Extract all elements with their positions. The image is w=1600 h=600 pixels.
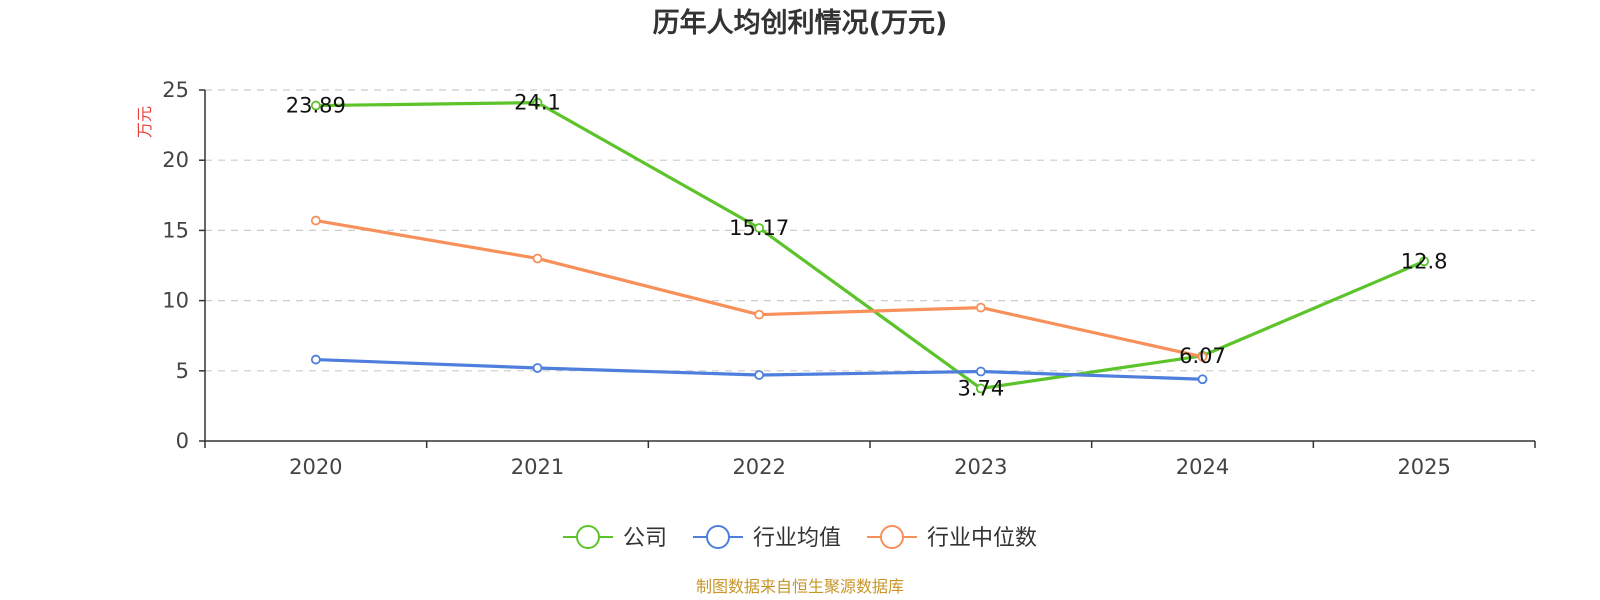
data-point <box>754 309 765 320</box>
data-point <box>1197 351 1208 362</box>
data-point <box>310 100 321 111</box>
legend-item-1[interactable]: 行业均值 <box>693 525 841 551</box>
data-point <box>754 370 765 380</box>
y-tick-label: 0 <box>176 429 189 453</box>
x-tick-label: 2020 <box>289 455 342 479</box>
legend-marker <box>706 525 730 549</box>
data-point <box>532 363 543 373</box>
y-tick-label: 15 <box>162 218 189 242</box>
data-point <box>532 253 543 264</box>
y-tick-label: 10 <box>162 289 189 313</box>
chart-title: 历年人均创利情况(万元) <box>653 7 948 39</box>
series-line-0 <box>314 101 1426 391</box>
data-point <box>310 354 321 365</box>
series-line-2 <box>314 218 1205 359</box>
y-tick-label: 25 <box>162 78 189 102</box>
data-point <box>310 215 321 226</box>
data-label: 15.17 <box>729 216 789 240</box>
y-tick-label: 5 <box>176 359 189 383</box>
data-point <box>1419 256 1430 267</box>
data-point <box>1197 374 1208 385</box>
legend-item-2[interactable]: 行业中位数 <box>867 525 1037 551</box>
y-tick-label: 20 <box>162 148 189 172</box>
data-label: 3.74 <box>957 376 1004 400</box>
x-tick-label: 2024 <box>1176 455 1229 479</box>
data-labels: 23.89 24.1 15.17 3.74 6.07 12.8 <box>286 91 1448 401</box>
legend-item-0[interactable]: 公司 <box>563 525 667 551</box>
data-label: 12.8 <box>1401 249 1448 273</box>
x-tick-label: 2023 <box>954 455 1007 479</box>
y-axis-unit: 万元 <box>135 106 154 138</box>
x-tick-label: 2022 <box>732 455 785 479</box>
legend-label: 行业均值 <box>753 526 841 551</box>
legend-label: 公司 <box>623 526 667 551</box>
data-point <box>975 366 986 377</box>
legend-marker <box>880 525 904 549</box>
legend-label: 行业中位数 <box>927 526 1037 551</box>
data-label: 6.07 <box>1179 344 1226 368</box>
grid-lines <box>205 89 1535 372</box>
x-tick-label: 2025 <box>1397 455 1450 479</box>
data-point <box>975 383 986 394</box>
legend[interactable]: 公司 行业均值 行业中位数 <box>563 525 1037 551</box>
x-tick-label: 2021 <box>511 455 564 479</box>
legend-marker <box>576 525 600 549</box>
data-point <box>532 97 543 108</box>
data-source-note: 制图数据来自恒生聚源数据库 <box>696 577 904 596</box>
data-label: 23.89 <box>286 94 346 118</box>
data-point <box>754 223 765 233</box>
data-label: 24.1 <box>514 91 561 115</box>
data-point <box>975 302 986 313</box>
series-group <box>310 97 1430 394</box>
